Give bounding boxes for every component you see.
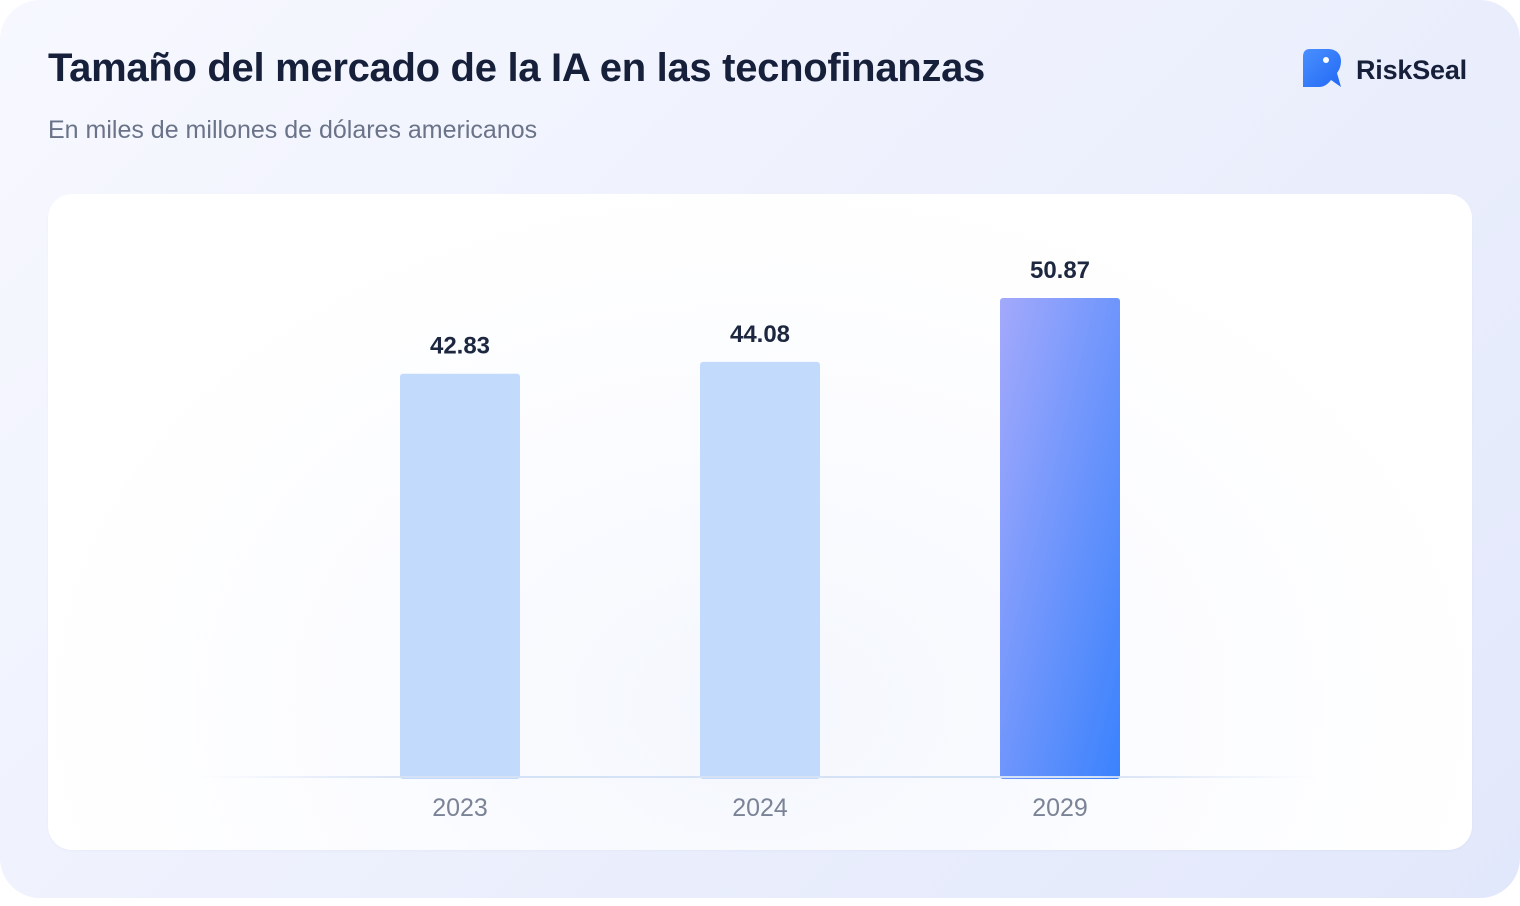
- bar-2024: [700, 361, 820, 779]
- value-label-2029: 50.87: [1030, 257, 1090, 284]
- value-label-2023: 42.83: [430, 333, 490, 360]
- value-label-2024: 44.08: [730, 321, 790, 348]
- chart-title: Tamaño del mercado de la IA en las tecno…: [48, 46, 985, 90]
- seal-logo-icon: [1302, 47, 1342, 94]
- brand-name: RiskSeal: [1356, 55, 1467, 85]
- x-tick-label-2024: 2024: [732, 794, 788, 822]
- x-axis-baseline: [198, 776, 1318, 778]
- brand-logo: RiskSeal: [1302, 47, 1467, 94]
- bar-2029: [1000, 298, 1120, 779]
- chart-card: 42.83 2023 44.08 2024 50.87 2029: [48, 194, 1472, 850]
- bar-2023: [400, 373, 520, 779]
- x-tick-label-2029: 2029: [1032, 794, 1088, 822]
- chart-subtitle: En miles de millones de dólares american…: [48, 116, 538, 144]
- bar-chart: 42.83 2023 44.08 2024 50.87 2029: [198, 257, 1318, 822]
- x-tick-label-2023: 2023: [432, 794, 488, 822]
